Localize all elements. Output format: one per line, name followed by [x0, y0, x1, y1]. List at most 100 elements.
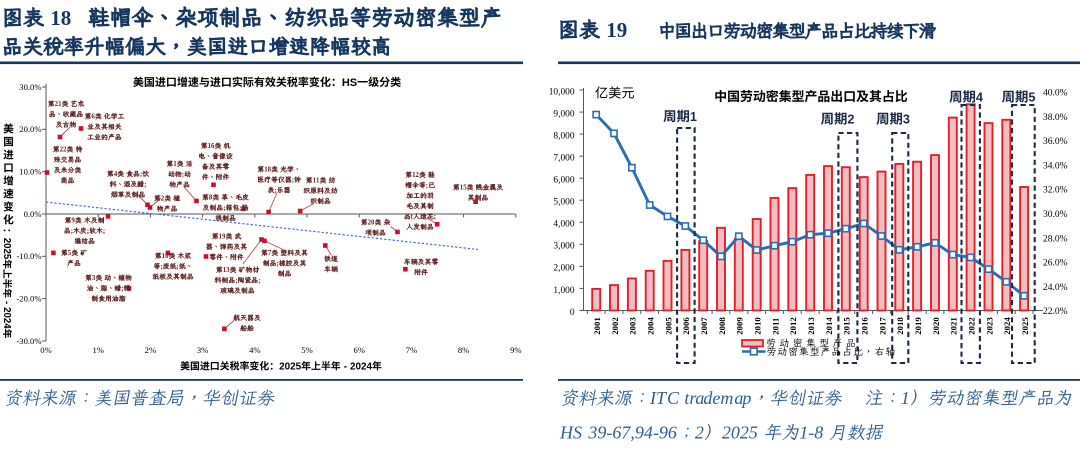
svg-text:2023: 2023	[984, 317, 994, 335]
svg-text:2006: 2006	[681, 317, 691, 335]
svg-text:36.0%: 36.0%	[1043, 137, 1068, 147]
svg-text:9%: 9%	[510, 345, 521, 355]
svg-text:5: 5	[296, 362, 302, 373]
svg-text:8,000: 8,000	[553, 131, 574, 141]
svg-text:9: 9	[617, 18, 628, 42]
svg-text:8: 8	[268, 167, 272, 174]
svg-text:;: ;	[292, 177, 294, 184]
svg-text:5: 5	[68, 250, 72, 257]
svg-text:3: 3	[226, 267, 230, 274]
svg-text:2: 2	[161, 196, 165, 203]
svg-text:10,000: 10,000	[549, 87, 575, 97]
svg-text:S: S	[350, 77, 357, 89]
svg-text:1: 1	[799, 423, 808, 443]
svg-text:2011: 2011	[770, 318, 780, 335]
svg-text:2013: 2013	[806, 317, 816, 335]
svg-text:20.0%: 20.0%	[19, 124, 41, 134]
svg-text:2: 2	[290, 362, 296, 373]
svg-text:5,000: 5,000	[553, 198, 574, 208]
svg-text:;: ;	[182, 172, 184, 179]
svg-text:;: ;	[87, 228, 89, 235]
svg-text:0: 0	[285, 362, 291, 373]
svg-text:a: a	[695, 388, 704, 408]
svg-text:2018: 2018	[895, 317, 905, 335]
svg-text:30.0%: 30.0%	[19, 82, 41, 92]
svg-text:6: 6	[211, 143, 215, 150]
svg-text:2024: 2024	[1002, 317, 1012, 335]
svg-text:2: 2	[847, 113, 854, 127]
svg-text:;: ;	[411, 214, 413, 221]
svg-text:I: I	[649, 388, 657, 408]
svg-text:p: p	[740, 388, 751, 408]
svg-text:2017: 2017	[877, 317, 887, 335]
svg-text:2007: 2007	[699, 317, 709, 335]
svg-text:6: 6	[91, 114, 95, 121]
svg-text:2: 2	[350, 362, 356, 373]
svg-text:9: 9	[597, 423, 606, 443]
svg-text:0: 0	[1, 243, 12, 248]
svg-text:5: 5	[1028, 91, 1035, 105]
svg-text:2015: 2015	[842, 317, 852, 335]
svg-text:2: 2	[695, 423, 704, 443]
svg-text:,: ,	[630, 423, 635, 443]
svg-text:2022: 2022	[966, 317, 976, 335]
svg-text:;: ;	[235, 278, 237, 285]
svg-text:T: T	[656, 388, 668, 408]
svg-text:2: 2	[279, 362, 285, 373]
svg-text:-30.0%: -30.0%	[16, 336, 41, 346]
svg-text:2014: 2014	[824, 317, 834, 335]
svg-text:H: H	[342, 77, 350, 89]
svg-text:;: ;	[160, 264, 162, 271]
svg-text:6: 6	[612, 423, 621, 443]
svg-text:0: 0	[165, 253, 169, 260]
svg-text:10.0%: 10.0%	[19, 167, 41, 177]
svg-text:7: 7	[268, 250, 272, 257]
svg-text:;: ;	[144, 182, 146, 189]
svg-text:2003: 2003	[628, 317, 638, 335]
svg-text:28.0%: 28.0%	[1043, 234, 1068, 244]
svg-text:1: 1	[412, 172, 416, 179]
svg-text:2001: 2001	[592, 317, 602, 335]
svg-text:2: 2	[740, 423, 749, 443]
svg-text:0: 0	[731, 423, 740, 443]
svg-text:2,000: 2,000	[553, 264, 574, 274]
svg-text:24.0%: 24.0%	[1043, 283, 1068, 293]
svg-text:;: ;	[426, 183, 428, 190]
svg-text:4%: 4%	[249, 345, 260, 355]
svg-text:2: 2	[1, 318, 12, 323]
svg-text:5: 5	[463, 185, 467, 192]
svg-text:-: -	[344, 362, 347, 373]
svg-text:2: 2	[361, 362, 367, 373]
svg-text:9,000: 9,000	[553, 109, 574, 119]
svg-text:1: 1	[58, 101, 62, 108]
svg-text:2020: 2020	[931, 317, 941, 335]
svg-text:2008: 2008	[717, 317, 727, 335]
svg-text:2012: 2012	[788, 317, 798, 335]
svg-text:;: ;	[223, 205, 225, 212]
svg-text:2: 2	[63, 147, 67, 154]
svg-text:;: ;	[121, 286, 123, 293]
svg-text:a: a	[734, 388, 743, 408]
svg-text:4: 4	[1, 323, 12, 329]
svg-text:6,000: 6,000	[553, 176, 574, 186]
svg-text:8: 8	[61, 6, 72, 30]
svg-text:-: -	[653, 423, 659, 443]
svg-text:1: 1	[208, 143, 212, 150]
svg-text:8%: 8%	[458, 345, 469, 355]
svg-text:8: 8	[814, 423, 823, 443]
svg-text:;: ;	[71, 228, 73, 235]
svg-text:;: ;	[103, 228, 105, 235]
svg-text:;: ;	[277, 261, 279, 268]
svg-text:3%: 3%	[197, 345, 208, 355]
svg-text:3: 3	[587, 423, 597, 443]
svg-text:1: 1	[162, 253, 166, 260]
svg-text:H: H	[559, 423, 574, 443]
svg-text:6%: 6%	[353, 345, 364, 355]
svg-text:9: 9	[635, 423, 644, 443]
svg-text:4: 4	[114, 171, 118, 178]
svg-text:2025: 2025	[1020, 317, 1030, 335]
svg-text:3,000: 3,000	[553, 242, 574, 252]
svg-text:7%: 7%	[406, 345, 417, 355]
svg-text:1: 1	[690, 110, 697, 124]
svg-text:30.0%: 30.0%	[1043, 210, 1068, 220]
